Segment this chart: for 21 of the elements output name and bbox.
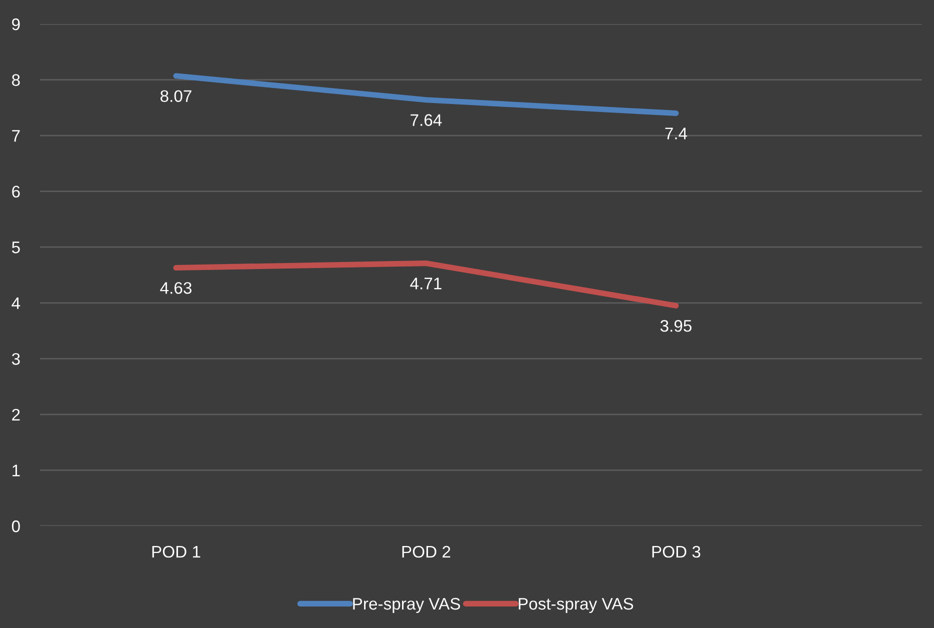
y-tick-label: 2 (12, 408, 20, 420)
data-label: 4.63 (160, 282, 192, 294)
y-tick-label: 0 (12, 520, 20, 532)
x-tick-label: POD 1 (152, 546, 200, 558)
y-tick-label: 8 (12, 74, 20, 86)
y-tick-label: 7 (12, 130, 20, 142)
legend-label: Post-spray VAS (518, 598, 634, 613)
y-tick-label: 9 (12, 18, 20, 30)
y-tick-label: 5 (12, 242, 20, 254)
y-tick-label: 1 (12, 464, 20, 476)
x-tick-label: POD 2 (402, 546, 450, 558)
legend-label: Pre-spray VAS (353, 598, 460, 613)
data-label: 7.4 (665, 128, 688, 140)
y-tick-label: 6 (12, 186, 20, 198)
y-tick-label: 4 (12, 297, 20, 309)
data-label: 3.95 (660, 320, 692, 332)
data-label: 7.64 (410, 114, 442, 126)
x-tick-label: POD 3 (652, 546, 700, 558)
data-label: 8.07 (160, 90, 192, 102)
data-label: 4.71 (410, 278, 442, 290)
y-tick-label: 3 (12, 353, 20, 365)
